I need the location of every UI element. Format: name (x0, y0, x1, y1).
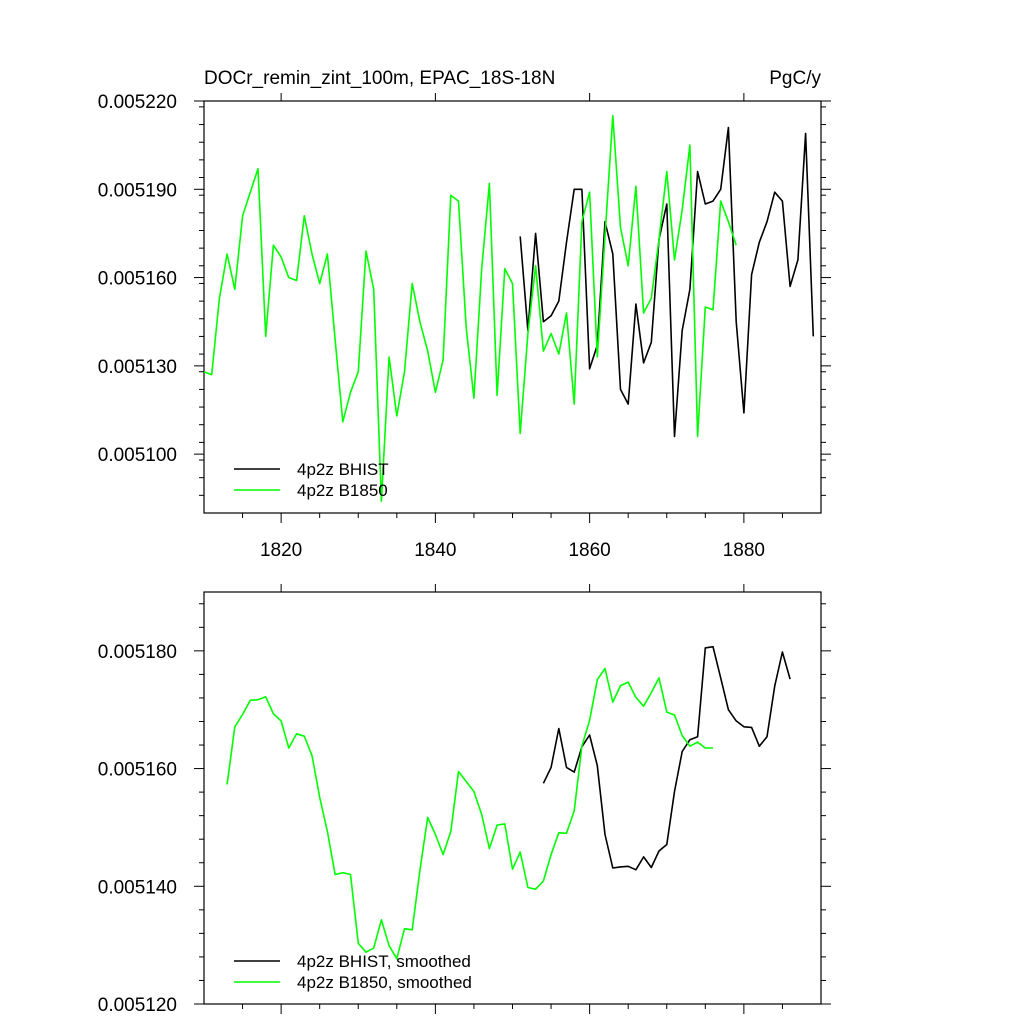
legend-top: 4p2z BHIST 4p2z B1850 (234, 460, 389, 500)
x-tick-label: 1840 (414, 540, 456, 561)
legend-bottom: 4p2z BHIST, smoothed 4p2z B1850, smoothe… (234, 952, 472, 992)
y-tick-label: 0.005130 (98, 357, 177, 378)
y-tick-label: 0.005190 (98, 180, 177, 201)
y-tick-label: 0.005220 (98, 92, 177, 113)
chart-panel-top: DOCr_remin_zint_100m, EPAC_18S-18N PgC/y… (98, 68, 831, 561)
plot-frame-bottom (203, 591, 822, 1005)
y-tick-label: 0.005160 (98, 760, 177, 781)
series-line-b1850 (226, 667, 713, 960)
axis-ticks-bottom: 0.005120 0.005140 0.005160 0.005180 (98, 584, 831, 1016)
series-line-b1850 (203, 114, 737, 503)
plot-frame-top (203, 100, 822, 514)
legend-label-bhist-smoothed: 4p2z BHIST, smoothed (297, 952, 471, 971)
chart-units: PgC/y (769, 68, 821, 89)
chart-panel-bottom: 0.005120 0.005140 0.005160 0.005180 4p2z BH… (98, 584, 831, 1016)
y-tick-label: 0.005180 (98, 642, 177, 663)
legend-label-b1850-smoothed: 4p2z B1850, smoothed (297, 973, 472, 992)
axis-ticks-top: 1820 1840 1860 1880 0.005100 0.005130 0.005160… (98, 92, 831, 561)
x-tick-label: 1820 (260, 540, 302, 561)
chart-title: DOCr_remin_zint_100m, EPAC_18S-18N (204, 68, 555, 89)
legend-label-b1850: 4p2z B1850 (297, 481, 388, 500)
y-tick-label: 0.005120 (98, 995, 177, 1016)
y-tick-label: 0.005100 (98, 445, 177, 466)
x-tick-label: 1860 (568, 540, 610, 561)
series-line-bhist (542, 645, 791, 871)
y-tick-label: 0.005160 (98, 269, 177, 290)
legend-label-bhist: 4p2z BHIST (297, 460, 389, 479)
x-tick-label: 1880 (723, 540, 765, 561)
plot-lines-top (203, 114, 815, 503)
y-tick-label: 0.005140 (98, 877, 177, 898)
plot-lines-bottom (226, 645, 791, 960)
series-line-bhist (519, 126, 815, 438)
